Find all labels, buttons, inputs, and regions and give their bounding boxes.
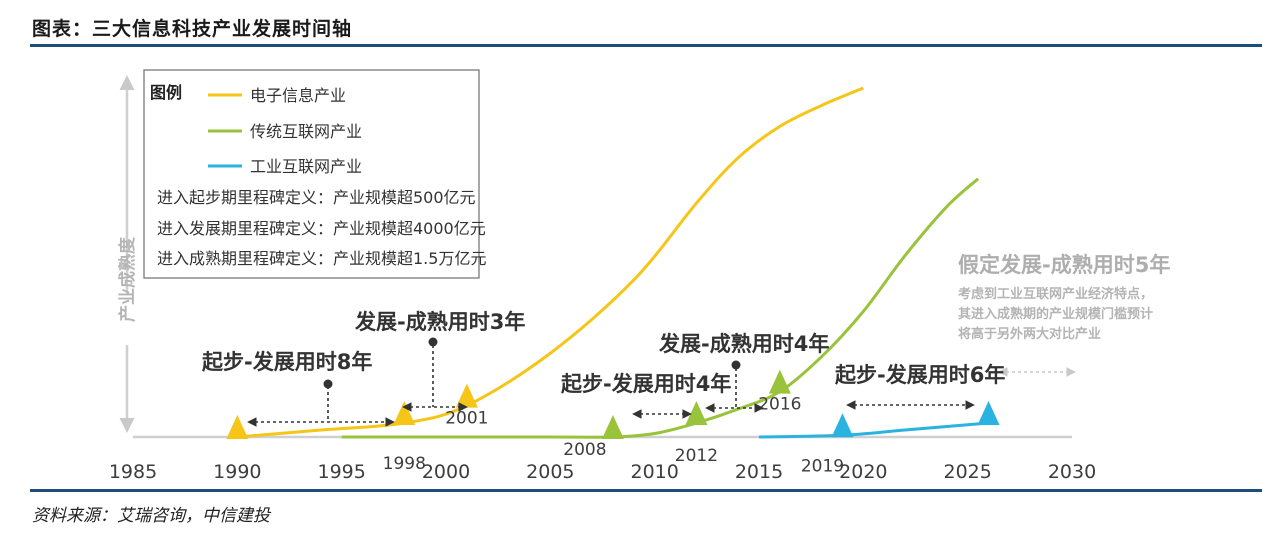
milestone-marker xyxy=(601,415,624,439)
milestone-year-label: 2016 xyxy=(758,395,801,415)
duration-arrows xyxy=(247,345,975,427)
legend-item-industrial: 工业互联网产业 xyxy=(250,157,362,176)
x-tick-label: 1995 xyxy=(317,461,365,483)
milestone-marker xyxy=(831,413,854,438)
x-tick-label: 2010 xyxy=(630,461,678,483)
x-tick-label: 1990 xyxy=(213,461,261,483)
x-tick-label: 1985 xyxy=(109,461,157,483)
milestone-marker xyxy=(768,369,791,394)
annotation-ind-start-growth: 起步-发展用时6年 xyxy=(834,363,1005,387)
page-title: 图表：三大信息科技产业发展时间轴 xyxy=(32,18,353,40)
x-tick-label: 2025 xyxy=(943,461,991,483)
x-tick-labels: 1985 1990 1995 2000 2005 2010 2015 2020 2025 2030 xyxy=(109,461,1096,483)
annotation-elec-start-growth: 起步-发展用时8年 xyxy=(201,350,372,374)
milestone-marker xyxy=(455,383,478,408)
milestone-marker xyxy=(977,401,1000,426)
bottom-rule xyxy=(30,489,1262,492)
annotation-trad-growth-mature: 发展-成熟用时4年 xyxy=(658,332,829,356)
leader-dot-3 xyxy=(731,360,741,370)
milestone-marker xyxy=(226,415,249,439)
milestone-layer: 1998 2001 2008 2012 2016 2019 xyxy=(226,369,1000,476)
x-tick-label: 2015 xyxy=(735,461,783,483)
leader-dot-2 xyxy=(428,337,438,347)
annotation-elec-growth-mature: 发展-成熟用时3年 xyxy=(354,310,525,334)
x-tick-label: 2005 xyxy=(526,461,574,483)
milestone-year-label: 2001 xyxy=(445,409,488,429)
legend: 图例 电子信息产业 传统互联网产业 工业互联网产业 进入起步期里程碑定义：产业规… xyxy=(143,69,486,279)
top-rule xyxy=(30,44,1262,47)
annotation-trad-start-growth: 起步-发展用时4年 xyxy=(560,372,731,396)
legend-definition-start: 进入起步期里程碑定义：产业规模超500亿元 xyxy=(157,188,476,207)
milestone-year-label: 2012 xyxy=(675,446,718,466)
legend-item-traditional: 传统互联网产业 xyxy=(250,122,362,141)
milestone-marker xyxy=(685,401,708,426)
source-note: 资料来源：艾瑞咨询，中信建投 xyxy=(32,506,270,526)
series-line-industrial xyxy=(758,421,989,439)
milestone-year-label: 2008 xyxy=(563,440,606,460)
annotation-note-line-3: 将高于另外两大对比产业 xyxy=(958,326,1101,342)
milestone-marker xyxy=(393,401,416,426)
annotation-note-line-2: 其进入成熟期的产业规模门槛预计 xyxy=(958,306,1153,322)
annotation-ind-assumed: 假定发展-成熟用时5年 xyxy=(958,253,1170,277)
annotation-note-line-1: 考虑到工业互联网产业经济特点， xyxy=(958,286,1153,302)
milestone-year-label: 2019 xyxy=(801,456,844,476)
legend-item-electronic: 电子信息产业 xyxy=(250,86,346,105)
legend-definition-growth: 进入发展期里程碑定义：产业规模超4000亿元 xyxy=(157,219,486,238)
legend-title: 图例 xyxy=(150,83,182,102)
y-axis-label: 产业成熟度 xyxy=(117,236,138,322)
legend-box xyxy=(143,69,480,279)
x-tick-label: 2020 xyxy=(839,461,887,483)
milestone-year-label: 1998 xyxy=(383,454,426,474)
x-tick-label: 2000 xyxy=(422,461,470,483)
x-tick-label: 2030 xyxy=(1048,461,1096,483)
leader-dot-1 xyxy=(323,379,333,389)
legend-definition-mature: 进入成熟期里程碑定义：产业规模超1.5万亿元 xyxy=(157,249,486,268)
